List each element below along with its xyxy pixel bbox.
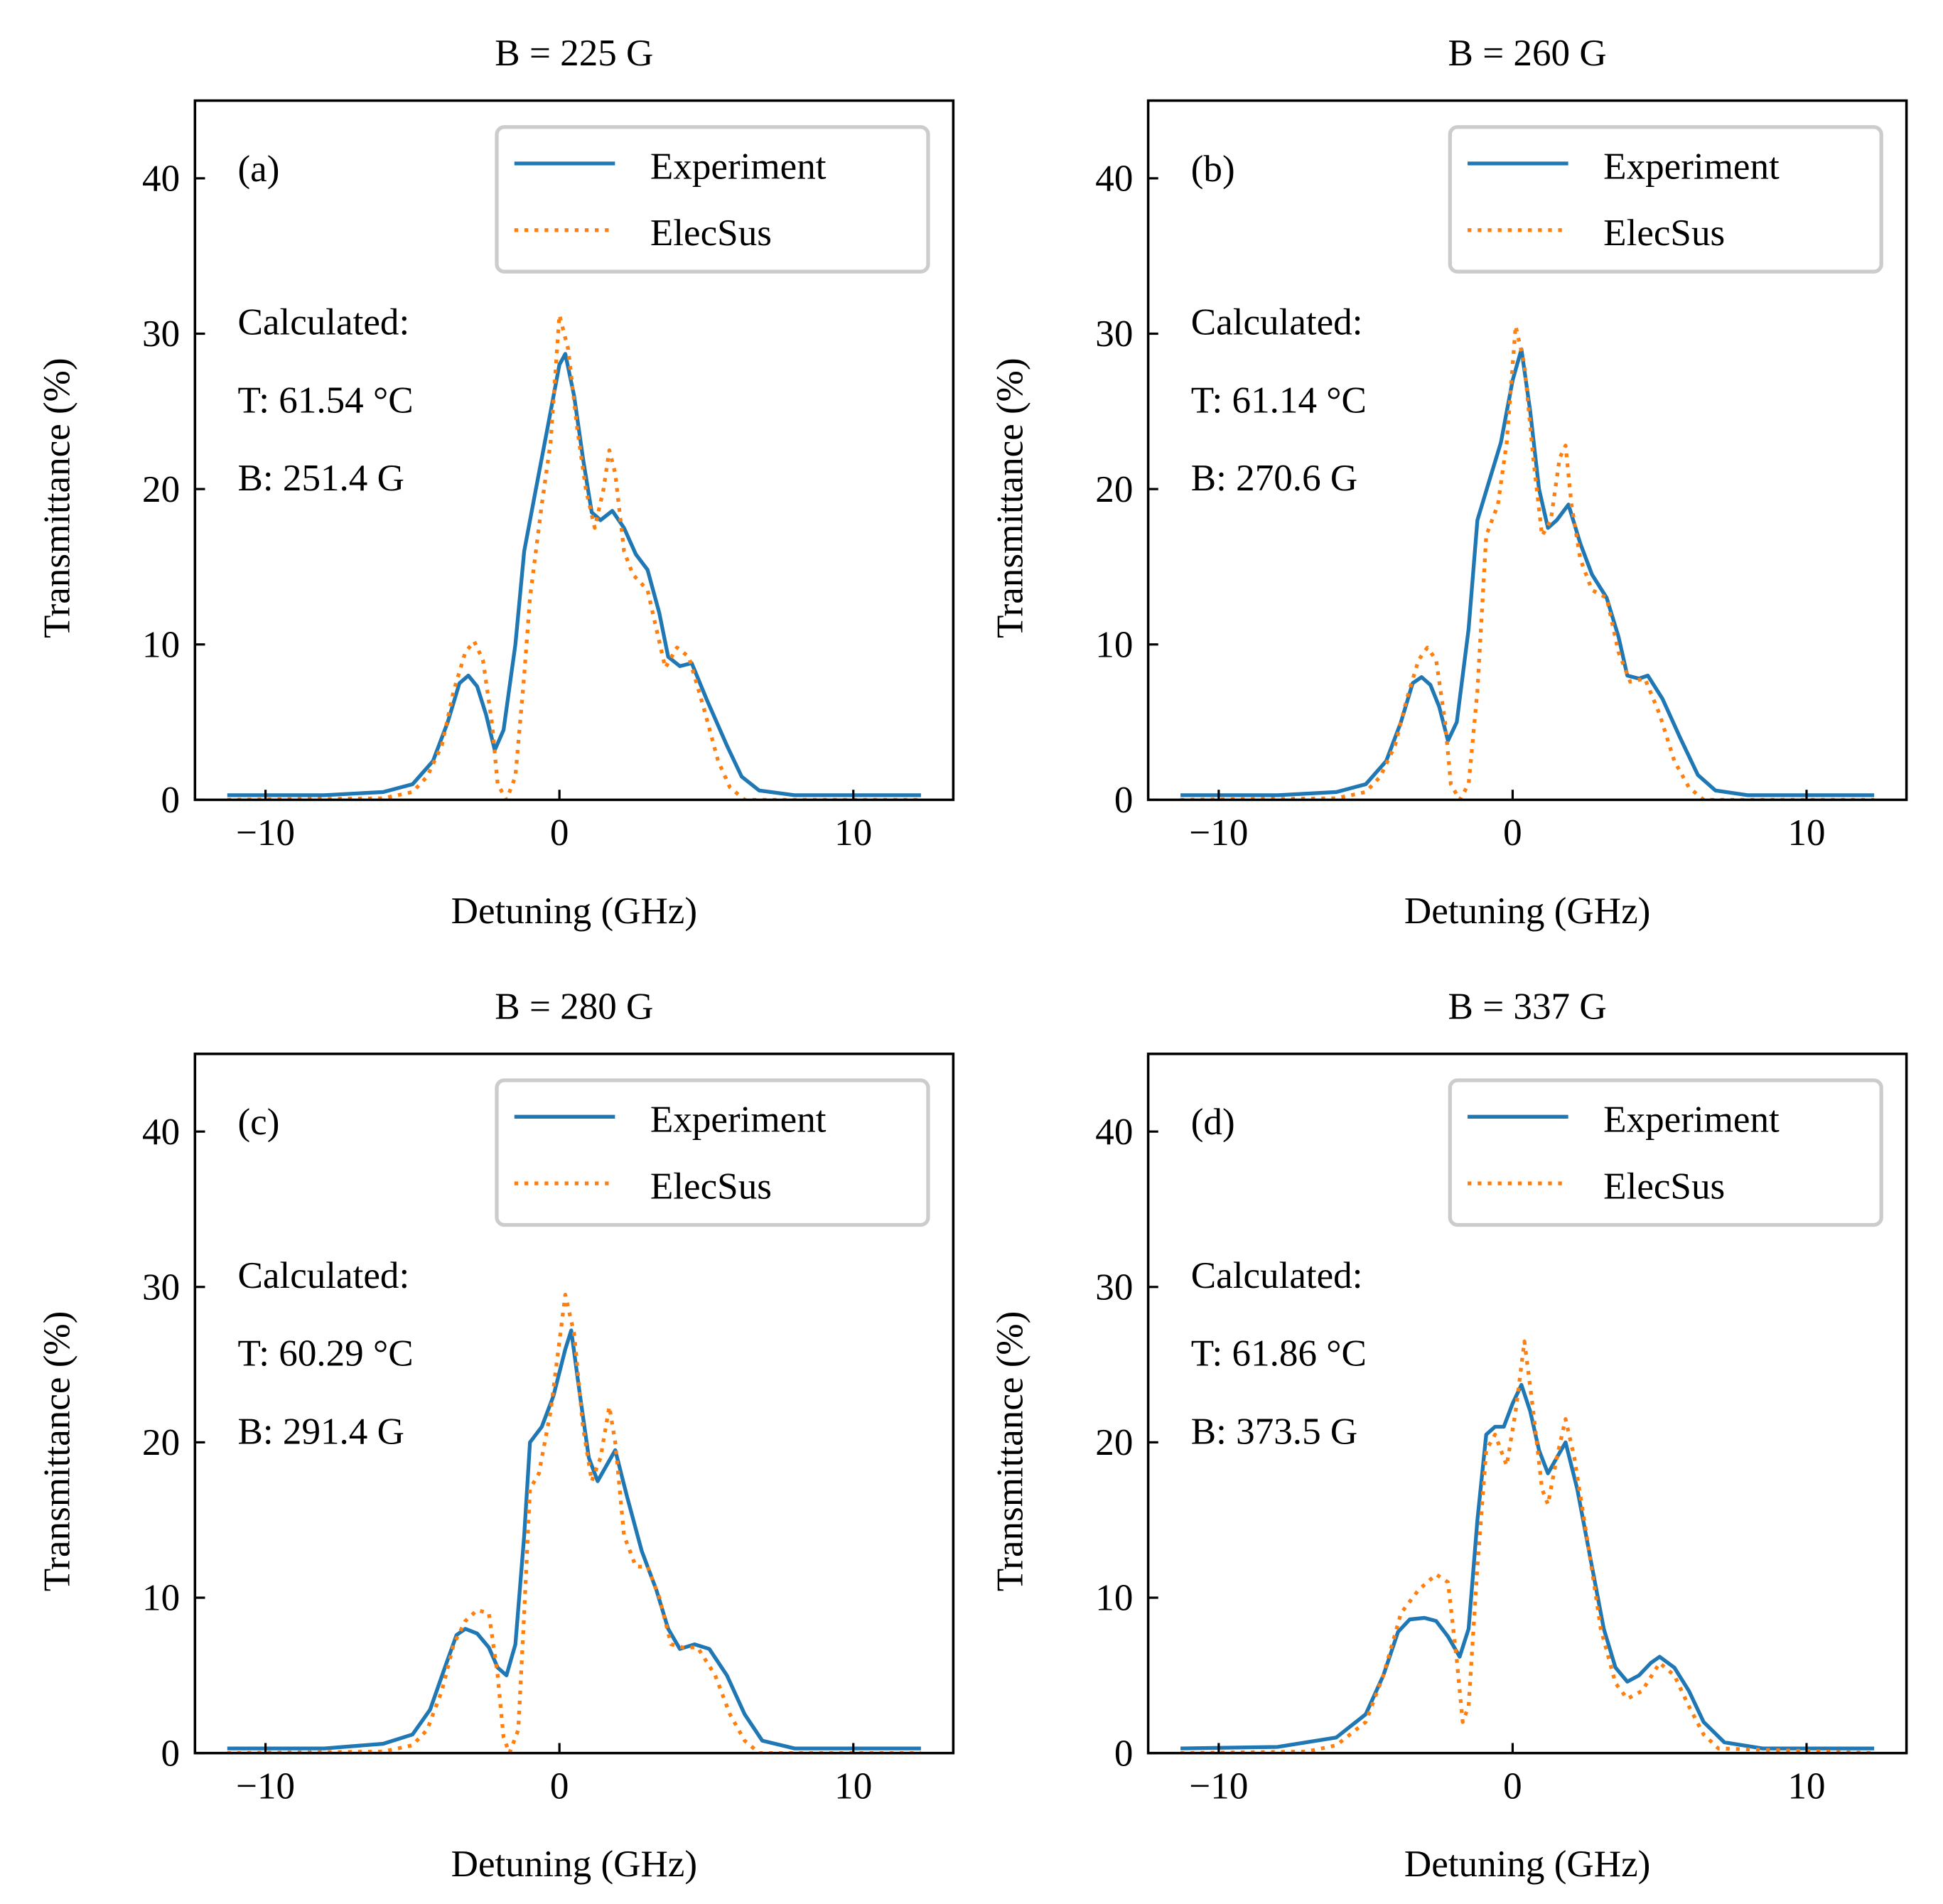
panel-label: (a)	[238, 149, 280, 190]
y-tick-label: 20	[142, 1422, 180, 1463]
axes-frame	[193, 99, 955, 802]
y-axis-label: Transmittance (%)	[990, 1311, 1031, 1592]
elecsus-line	[1180, 1339, 1875, 1753]
fit-annotation: B: 270.6 G	[1191, 458, 1357, 499]
experiment-line	[1180, 1382, 1875, 1750]
legend: Experiment ElecSus	[495, 125, 930, 274]
x-tick-label: 0	[1503, 812, 1522, 854]
panel-label: (d)	[1191, 1102, 1235, 1143]
panel-title: B = 260 G	[1448, 33, 1607, 74]
y-tick-label: 30	[142, 1266, 180, 1308]
legend-label-elecsus: ElecSus	[650, 1166, 772, 1207]
y-tick-label: 10	[142, 1578, 180, 1619]
legend-label-experiment: Experiment	[1603, 1099, 1780, 1141]
x-tick-label: 10	[1787, 812, 1825, 854]
y-tick-label: 20	[1095, 1422, 1133, 1463]
axes-frame	[1146, 99, 1908, 802]
panel-b: B = 260 G −10 0 10 0 10 20 30 40 Detuning (GHz) Tr…	[990, 33, 1908, 932]
elecsus-line	[227, 1293, 921, 1753]
x-axis-label: Detuning (GHz)	[1404, 1844, 1650, 1885]
y-tick-label: 40	[1095, 1112, 1133, 1153]
panel-title: B = 337 G	[1448, 986, 1607, 1027]
x-tick-label: −10	[236, 812, 295, 854]
legend: Experiment ElecSus	[495, 1078, 930, 1227]
legend-label-experiment: Experiment	[1603, 146, 1780, 187]
legend: Experiment ElecSus	[1448, 1078, 1883, 1227]
x-tick-label: 10	[834, 1765, 872, 1807]
fit-annotation: B: 291.4 G	[238, 1411, 404, 1452]
panel-label: (b)	[1191, 149, 1235, 190]
legend-label-elecsus: ElecSus	[650, 213, 772, 254]
legend-label-elecsus: ElecSus	[1603, 1166, 1725, 1207]
axes-frame	[1146, 1053, 1908, 1755]
y-tick-label: 40	[142, 1112, 180, 1153]
y-tick-label: 0	[161, 780, 181, 821]
fit-annotation: T: 61.86 °C	[1191, 1333, 1367, 1375]
y-tick-label: 20	[142, 469, 180, 510]
panel-title: B = 280 G	[495, 986, 653, 1027]
axes-frame	[193, 1053, 955, 1755]
panel-c: B = 280 G −10 0 10 0 10 20 30 40 Detuning (GHz) Tr…	[36, 986, 955, 1885]
fit-annotation: B: 251.4 G	[238, 458, 404, 499]
y-tick-label: 10	[1095, 1578, 1133, 1619]
y-tick-label: 30	[1095, 1266, 1133, 1308]
x-tick-label: 0	[1503, 1765, 1522, 1807]
x-axis-label: Detuning (GHz)	[451, 1844, 697, 1885]
x-tick-label: 10	[834, 812, 872, 854]
y-tick-label: 40	[1095, 158, 1133, 200]
x-tick-label: 0	[550, 812, 569, 854]
y-tick-label: 20	[1095, 469, 1133, 510]
x-tick-label: 10	[1787, 1765, 1825, 1807]
fit-annotation: T: 61.54 °C	[238, 380, 414, 421]
x-tick-label: −10	[236, 1765, 295, 1807]
y-tick-label: 0	[1114, 780, 1134, 821]
panel-a: B = 225 G −10 0 10 0 10 20 30 40 Detuning (GHz) Tr…	[36, 33, 955, 932]
fit-annotation: T: 61.14 °C	[1191, 380, 1367, 421]
panel-label: (c)	[238, 1102, 280, 1143]
legend-label-experiment: Experiment	[650, 146, 827, 187]
y-tick-label: 30	[1095, 313, 1133, 355]
x-tick-label: −10	[1189, 812, 1248, 854]
elecsus-line	[227, 313, 921, 800]
y-axis-label: Transmittance (%)	[36, 357, 77, 638]
legend: Experiment ElecSus	[1448, 125, 1883, 274]
y-tick-label: 40	[142, 158, 180, 200]
fit-annotation: T: 60.29 °C	[238, 1333, 414, 1375]
fit-annotation: Calculated:	[1191, 1255, 1363, 1296]
legend-label-elecsus: ElecSus	[1603, 213, 1725, 254]
y-tick-label: 10	[142, 624, 180, 665]
y-tick-label: 0	[161, 1733, 181, 1774]
fit-annotation: Calculated:	[238, 302, 410, 343]
x-tick-label: −10	[1189, 1765, 1248, 1807]
experiment-line	[227, 1328, 921, 1750]
x-axis-label: Detuning (GHz)	[451, 891, 697, 932]
fit-annotation: B: 373.5 G	[1191, 1411, 1357, 1452]
fit-annotation: Calculated:	[238, 1255, 410, 1296]
y-tick-label: 10	[1095, 624, 1133, 665]
x-tick-label: 0	[550, 1765, 569, 1807]
y-axis-label: Transmittance (%)	[990, 357, 1031, 638]
fit-annotation: Calculated:	[1191, 302, 1363, 343]
y-tick-label: 30	[142, 313, 180, 355]
panel-title: B = 225 G	[495, 33, 653, 74]
y-tick-label: 0	[1114, 1733, 1134, 1774]
experiment-line	[227, 352, 921, 797]
x-axis-label: Detuning (GHz)	[1404, 891, 1650, 932]
y-axis-label: Transmittance (%)	[36, 1311, 77, 1592]
elecsus-line	[1180, 323, 1875, 800]
panel-d: B = 337 G −10 0 10 0 10 20 30 40 Detuning (GHz) Tr…	[990, 986, 1908, 1885]
legend-label-experiment: Experiment	[650, 1099, 827, 1141]
